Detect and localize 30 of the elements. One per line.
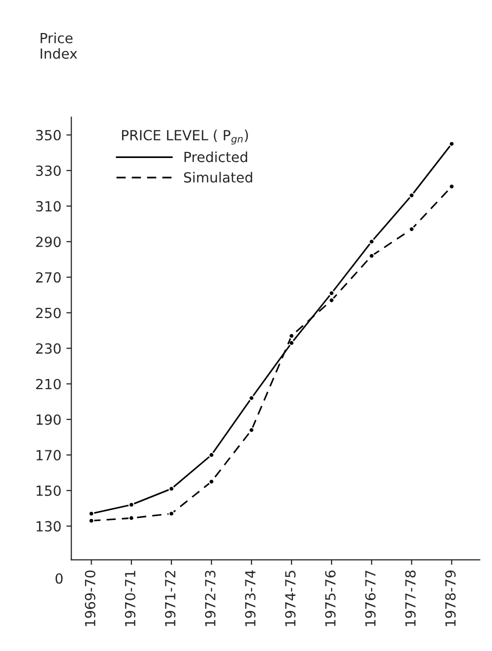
x-tick-label: 1973-74 <box>245 570 256 626</box>
y-tick-label: 330 <box>36 165 61 176</box>
y-tick-label: 170 <box>36 450 61 460</box>
x-tick-label: 1975-76 <box>325 570 336 626</box>
y-tick-label: 230 <box>36 343 61 354</box>
y-tick-label: 270 <box>36 272 61 283</box>
y-tick-label: 310 <box>36 201 61 212</box>
y-tick-label: 210 <box>36 378 61 390</box>
x-tick-label: 1971-72 <box>164 570 176 626</box>
point <box>288 340 294 346</box>
point <box>248 395 254 402</box>
legend-label: Predicted <box>184 151 248 162</box>
y-axis-title: Price Index <box>40 32 78 59</box>
x-tick-label: 1970-71 <box>124 570 136 626</box>
point <box>208 452 214 458</box>
legend-title: PRICE LEVEL ( P$_{gn}$) <box>122 130 248 145</box>
x-tick-label: 1972-73 <box>204 570 216 626</box>
x-tick-label: 1978-79 <box>445 570 456 626</box>
y-tick-label: 250 <box>36 308 61 318</box>
y-tick-label: 350 <box>36 130 61 140</box>
x-tick-label: 1976-77 <box>365 570 376 626</box>
x-tick-label: 1974-75 <box>285 570 296 626</box>
y-tick-label: 130 <box>36 521 61 532</box>
y-tick-label: 290 <box>36 236 61 248</box>
text: 0 <box>56 573 63 584</box>
y-tick-label: 150 <box>36 485 61 496</box>
x-tick-label: 1977-78 <box>405 570 416 626</box>
y-tick-label: 190 <box>36 414 61 425</box>
legend-label: Simulated <box>184 172 252 183</box>
x-tick-label: 1969-70 <box>84 570 96 626</box>
